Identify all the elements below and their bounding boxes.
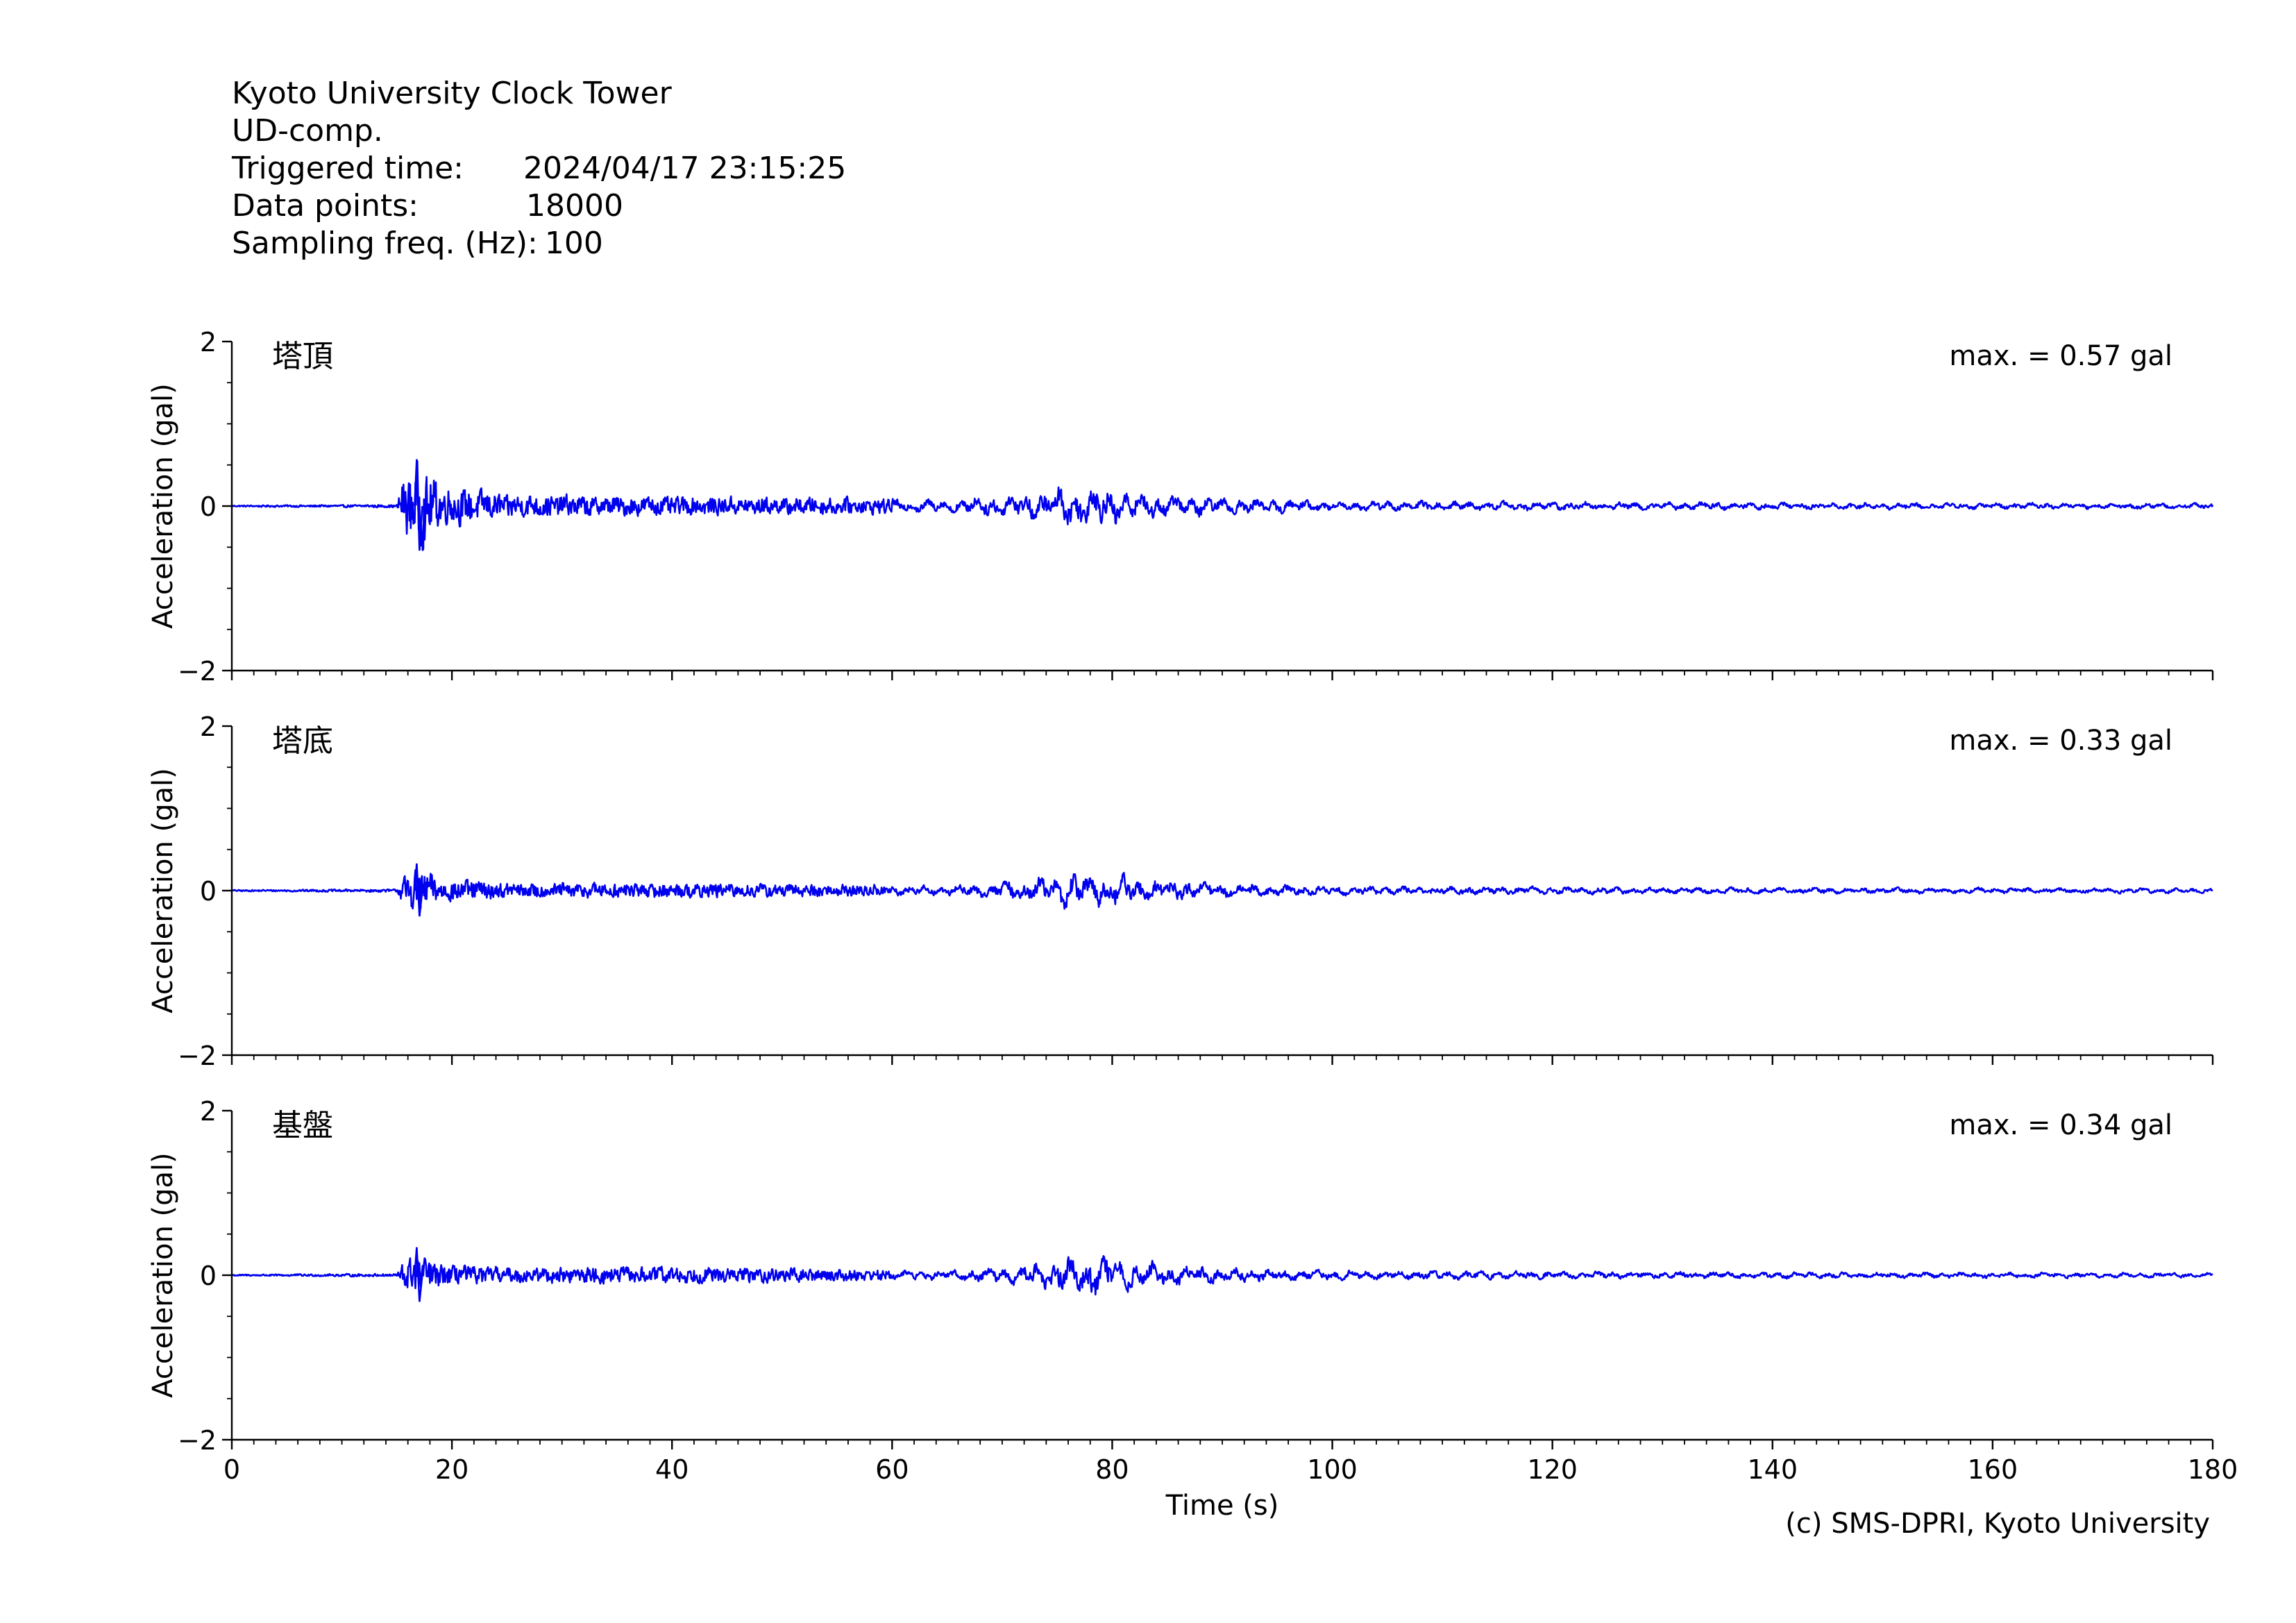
- data-points-value: 18000: [526, 188, 623, 224]
- panel-label: 塔底: [272, 723, 333, 759]
- y-tick-label: 2: [200, 1096, 217, 1127]
- data-points-label: Data points:: [232, 188, 419, 224]
- x-tick-label: 180: [2188, 1454, 2238, 1485]
- waveform-peak: [414, 1247, 423, 1302]
- y-tick-label: 0: [200, 491, 217, 522]
- panel-2: −2 0 2 Acceleration (gal) 塔底 max. = 0.33 gal: [147, 712, 2214, 1071]
- x-tick-label: 120: [1527, 1454, 1578, 1485]
- copyright-credit: (c) SMS-DPRI, Kyoto University: [1785, 1508, 2210, 1540]
- y-axis-label: Acceleration (gal): [147, 1152, 179, 1398]
- y-tick-label: 0: [200, 1261, 217, 1291]
- component-label: UD-comp.: [232, 113, 383, 149]
- max-value-annotation: max. = 0.33 gal: [1949, 725, 2172, 757]
- x-axis-label: Time (s): [1165, 1490, 1279, 1522]
- x-tick-label: 100: [1307, 1454, 1358, 1485]
- record-header: Kyoto University Clock Tower UD-comp. Tr…: [232, 75, 846, 262]
- y-axis-label: Acceleration (gal): [147, 768, 179, 1014]
- triggered-time-row: Triggered time: 2024/04/17 23:15:25: [232, 150, 846, 187]
- station-name: Kyoto University Clock Tower: [232, 76, 672, 111]
- panel-label: 塔頂: [272, 339, 333, 374]
- y-tick-label: −2: [178, 1041, 217, 1071]
- max-value-annotation: max. = 0.34 gal: [1949, 1109, 2172, 1141]
- component-row: UD-comp.: [232, 112, 846, 150]
- waveform-trace: [231, 460, 2214, 551]
- x-tick-label: 20: [435, 1454, 469, 1485]
- station-name-row: Kyoto University Clock Tower: [232, 75, 846, 112]
- sampling-freq-row: Sampling freq. (Hz): 100: [232, 225, 846, 262]
- waveform-peak: [414, 863, 423, 917]
- x-tick-label: 160: [1968, 1454, 2018, 1485]
- x-tick-label: 140: [1748, 1454, 1798, 1485]
- data-points-row: Data points: 18000: [232, 187, 846, 225]
- max-value-annotation: max. = 0.57 gal: [1949, 340, 2172, 372]
- x-tick-label: 80: [1095, 1454, 1129, 1485]
- panel-label: 基盤: [272, 1108, 333, 1143]
- y-tick-label: −2: [178, 656, 217, 687]
- y-tick-label: 2: [200, 712, 217, 742]
- x-tick-label: 60: [875, 1454, 909, 1485]
- panel-1: −2 0 2 Acceleration (gal) 塔頂 max. = 0.57 gal: [147, 327, 2214, 687]
- y-axis-label: Acceleration (gal): [147, 383, 179, 629]
- y-tick-label: 0: [200, 876, 217, 907]
- waveform-trace: [231, 1255, 2213, 1296]
- y-tick-label: −2: [178, 1425, 217, 1456]
- sampling-freq-label: Sampling freq. (Hz):: [232, 226, 538, 261]
- waveform-trace: [231, 869, 2213, 910]
- waveform-peak: [414, 459, 423, 551]
- x-tick-label: 40: [655, 1454, 689, 1485]
- triggered-time-value: 2024/04/17 23:15:25: [523, 151, 847, 186]
- triggered-time-label: Triggered time:: [232, 151, 464, 186]
- y-tick-label: 2: [200, 327, 217, 358]
- sampling-freq-value: 100: [544, 226, 603, 261]
- x-tick-label: 0: [223, 1454, 240, 1485]
